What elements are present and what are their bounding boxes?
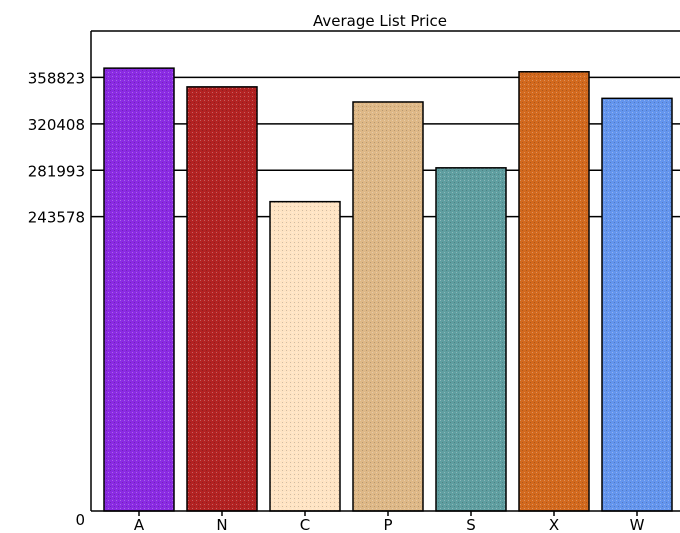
label-layer: 0 243578 281993 320408 358823 A N C P S X W (28, 69, 645, 533)
y-tick-label: 281993 (28, 162, 85, 180)
y-tick-label: 358823 (28, 69, 85, 87)
chart-title: Average List Price (313, 12, 447, 30)
bar-a (103, 67, 175, 512)
y-tick-label: 320408 (28, 116, 85, 134)
y-tick-label: 0 (75, 511, 85, 529)
bar-n (186, 86, 258, 512)
axis-layer (90, 30, 680, 516)
bar-c (269, 200, 341, 512)
bar-p (352, 101, 424, 512)
x-tick-label: P (383, 516, 392, 533)
bar-w (601, 97, 673, 512)
x-tick-label: A (134, 516, 145, 533)
x-tick-label: C (300, 516, 310, 533)
bar-layer (103, 67, 673, 512)
x-tick-label: N (216, 516, 227, 533)
bar-x (518, 71, 590, 512)
y-tick-label: 243578 (28, 209, 85, 227)
x-tick-label: X (549, 516, 559, 533)
bar-s (435, 167, 507, 512)
x-tick-label: W (630, 516, 645, 533)
x-tick-label: S (466, 516, 476, 533)
